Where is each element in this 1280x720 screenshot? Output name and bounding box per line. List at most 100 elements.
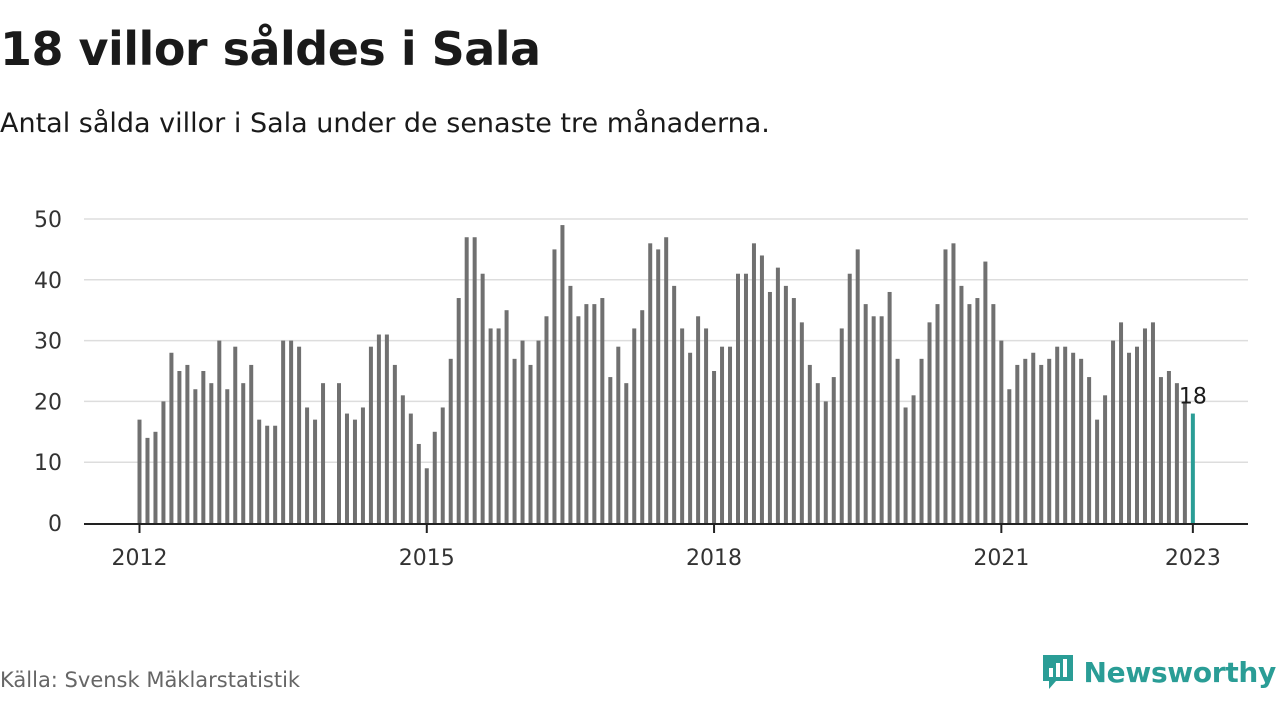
y-tick-label: 10: [34, 451, 62, 476]
bar: [584, 304, 589, 523]
bar: [337, 383, 341, 523]
bar: [145, 437, 150, 523]
bar: [368, 346, 373, 523]
bar: [233, 346, 238, 523]
bar: [1023, 358, 1028, 523]
bar: [600, 298, 605, 523]
x-tick-label: 2012: [112, 546, 168, 571]
bar: [943, 249, 948, 523]
bar: [887, 291, 892, 523]
y-tick-label: 40: [34, 269, 62, 294]
bar: [424, 468, 429, 523]
bar: [241, 383, 246, 523]
bar: [728, 346, 733, 523]
bar: [201, 371, 206, 523]
bar: [225, 389, 230, 523]
bar: [616, 346, 621, 523]
bar: [1087, 377, 1092, 523]
bar: [736, 273, 740, 523]
bar: [967, 304, 972, 523]
bar: [664, 237, 669, 524]
chart-title: 18 villor såldes i Sala: [0, 22, 541, 76]
bar: [1015, 364, 1020, 523]
bar: [632, 328, 637, 523]
bar: [743, 273, 748, 523]
bar: [464, 237, 469, 524]
bar: [520, 340, 525, 523]
bar: [624, 383, 629, 523]
bar: [448, 358, 453, 523]
newsworthy-logo-icon: [1042, 655, 1073, 689]
bar: [831, 377, 836, 523]
bar: [751, 243, 756, 523]
bar: [1158, 377, 1163, 523]
bar: [672, 285, 677, 523]
bar: [193, 389, 198, 523]
bar: [376, 334, 381, 523]
bar: [1055, 346, 1060, 523]
bar: [321, 383, 326, 523]
source-note: Källa: Svensk Mäklarstatistik: [0, 668, 301, 692]
bar: [552, 249, 557, 523]
bar: [360, 407, 365, 523]
bar: [903, 407, 908, 523]
bar: [480, 273, 485, 523]
bar: [1150, 322, 1155, 523]
bar: [512, 358, 517, 523]
bar: [991, 304, 996, 523]
bar: [408, 413, 413, 523]
bar: [1166, 371, 1171, 523]
bar: [488, 328, 493, 523]
bar: [456, 298, 461, 523]
x-tick-label: 2015: [399, 546, 455, 571]
bar: [1142, 328, 1147, 523]
bar: [759, 255, 764, 523]
bar: [177, 371, 182, 523]
bar: [137, 419, 142, 523]
bar: [895, 358, 900, 523]
bar: [392, 364, 397, 523]
bar: [249, 364, 254, 523]
bar: [1174, 383, 1179, 523]
bar: [352, 419, 357, 523]
bar: [608, 377, 613, 523]
bar: [1047, 358, 1052, 523]
bar: [1111, 340, 1116, 523]
bar: [1079, 358, 1084, 523]
bar: [265, 425, 270, 523]
bar: [935, 304, 940, 523]
chart-subtitle: Antal sålda villor i Sala under de senas…: [0, 108, 770, 139]
y-tick-label: 50: [34, 208, 62, 233]
bar: [855, 249, 860, 523]
bar: [919, 358, 924, 523]
bar: [496, 328, 501, 523]
bar: [281, 340, 286, 523]
bar: [911, 395, 916, 523]
bar: [863, 304, 868, 523]
bar: [297, 346, 302, 523]
bar: [185, 364, 190, 523]
brand-name: Newsworthy: [1083, 655, 1277, 689]
bar: [648, 243, 653, 523]
bar: [528, 364, 533, 523]
highlight-value-label: 18: [1179, 385, 1207, 410]
bar: [384, 334, 389, 523]
bar: [560, 225, 565, 523]
bar: [504, 310, 509, 523]
bar: [169, 352, 174, 523]
bar: [153, 431, 158, 523]
y-tick-label: 0: [48, 512, 62, 537]
bar: [305, 407, 310, 523]
bar: [688, 352, 693, 523]
bar: [871, 316, 876, 523]
bar: [927, 322, 932, 523]
bar: [712, 371, 717, 523]
bar: [720, 346, 725, 523]
bar: [432, 431, 437, 523]
bar: [1031, 352, 1036, 523]
brand[interactable]: Newsworthy: [1040, 652, 1276, 692]
bar: [767, 291, 772, 523]
bar: [289, 340, 294, 523]
bar: [1135, 346, 1139, 523]
bar: [472, 237, 477, 524]
